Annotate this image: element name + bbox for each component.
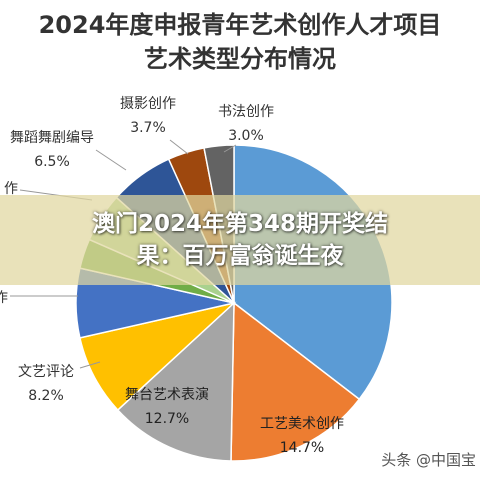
slice-label: 文艺评论 — [18, 364, 74, 380]
slice-value-label: 8.2% — [28, 388, 64, 404]
slice-value-label: 3.0% — [228, 128, 264, 144]
label-leader-line — [95, 149, 127, 171]
overlay-banner: 澳门2024年第348期开奖结 果：百万富翁诞生夜 — [0, 195, 480, 285]
title-line-2: 艺术类型分布情况 — [144, 45, 336, 73]
slice-label: 作 — [0, 290, 8, 306]
watermark: 头条 @中国宝 — [381, 451, 476, 469]
overlay-line-2: 果：百万富翁诞生夜 — [136, 243, 344, 269]
slice-value-label: 12.7% — [145, 411, 189, 427]
label-leader-line — [223, 144, 237, 153]
chart-title: 2024年度申报青年艺术创作人才项目 艺术类型分布情况 — [0, 8, 480, 76]
slice-value-label: 3.7% — [130, 120, 166, 136]
slice-value-label: 6.5% — [34, 154, 70, 170]
label-leader-line — [169, 139, 189, 155]
slice-label: 工艺美术创作 — [260, 416, 344, 432]
overlay-line-1: 澳门2024年第348期开奖结 — [91, 211, 389, 237]
slice-label: 舞台艺术表演 — [125, 387, 209, 403]
pie-slice — [116, 301, 235, 462]
slice-value-label: 14.7% — [280, 440, 324, 456]
slice-label: 舞蹈舞剧编导 — [10, 130, 94, 146]
slice-label: 摄影创作 — [120, 96, 176, 112]
pie-slice — [230, 301, 361, 462]
slice-label: 作 — [4, 181, 18, 197]
slice-label: 书法创作 — [218, 104, 274, 120]
label-leader-line — [79, 361, 101, 369]
title-line-1: 2024年度申报青年艺术创作人才项目 — [38, 11, 442, 39]
